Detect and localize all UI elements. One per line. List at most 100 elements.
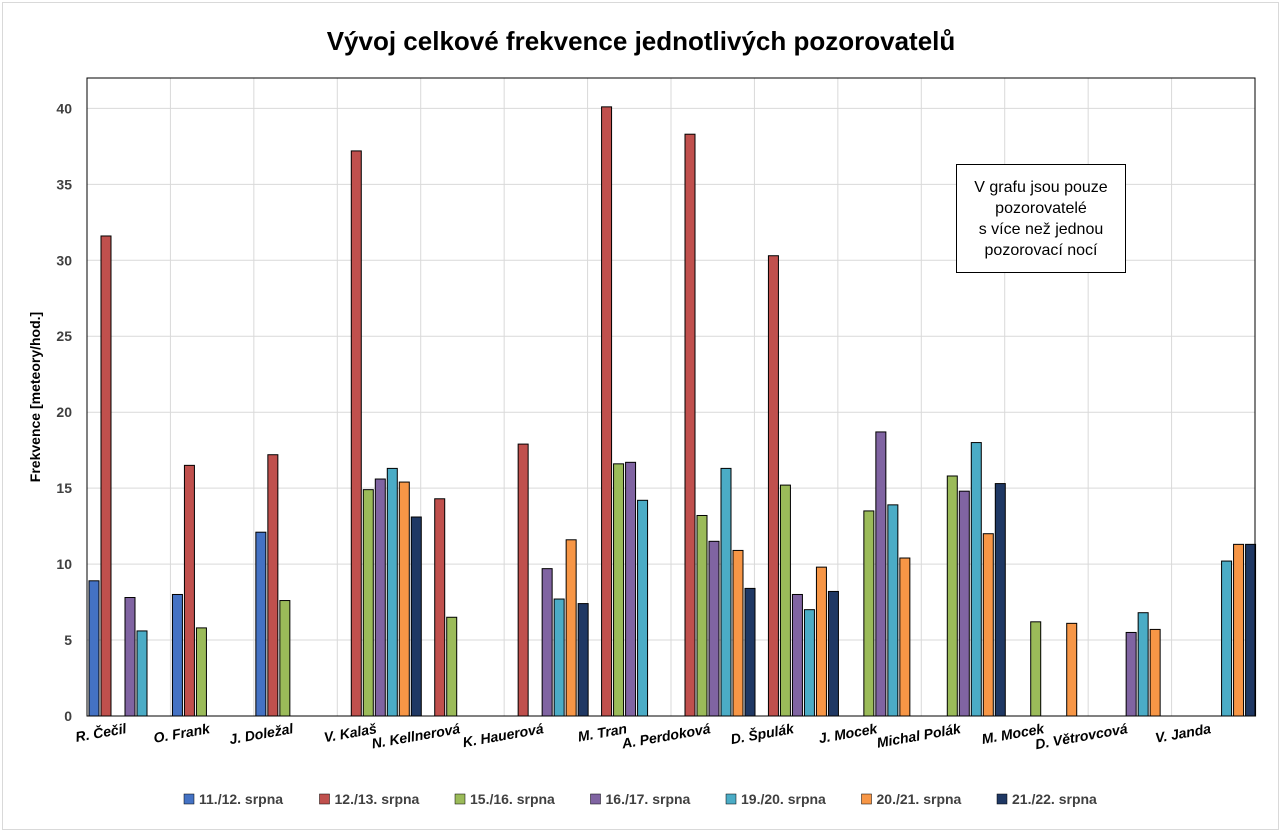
plot-area-border <box>86 77 1256 717</box>
bar <box>1125 631 1137 717</box>
legend-swatch <box>725 793 737 805</box>
y-tick-label: 30 <box>56 252 72 268</box>
bar <box>88 580 100 717</box>
legend-label: 19./20. srpna <box>741 791 826 807</box>
bar <box>958 490 970 717</box>
x-category-label: M. Tran <box>577 720 629 744</box>
note-box: V grafu jsou pouze pozorovatelé s více n… <box>956 164 1126 273</box>
x-category-label: N. Kellnerová <box>370 720 461 751</box>
y-tick-label: 5 <box>64 632 72 648</box>
bar <box>255 531 267 717</box>
bar <box>1149 628 1161 717</box>
bar <box>386 467 398 717</box>
bar <box>362 489 374 717</box>
bar <box>791 593 803 717</box>
bar <box>696 514 708 717</box>
y-axis-ticks: 0 5 10 15 20 25 30 35 40 <box>56 100 72 724</box>
bar <box>195 627 207 717</box>
bar <box>767 255 779 717</box>
bar <box>601 106 613 717</box>
bar <box>1221 560 1233 717</box>
x-category-label: V. Janda <box>1154 720 1212 746</box>
bar <box>637 499 649 717</box>
x-category-label: K. Hauerová <box>461 720 544 750</box>
bar <box>565 539 577 717</box>
y-tick-label: 20 <box>56 404 72 420</box>
bar <box>1066 622 1078 717</box>
bar <box>970 442 982 717</box>
bar <box>410 516 422 717</box>
note-text: V grafu jsou pouze pozorovatelé s více n… <box>974 178 1108 259</box>
y-tick-label: 0 <box>64 708 72 724</box>
bar <box>100 235 112 717</box>
bar <box>946 475 958 717</box>
y-tick-label: 40 <box>56 100 72 116</box>
bar <box>732 549 744 717</box>
bar <box>171 593 183 717</box>
bar <box>541 568 553 717</box>
bar <box>517 443 529 717</box>
bar <box>1245 543 1257 717</box>
bar <box>124 597 136 717</box>
x-category-label: A. Perdoková <box>620 720 712 752</box>
legend-label: 21./22. srpna <box>1012 791 1097 807</box>
bar <box>899 557 911 717</box>
bar <box>863 510 875 717</box>
bar <box>398 481 410 717</box>
bar <box>183 464 195 717</box>
grid <box>87 78 1255 717</box>
bar <box>982 533 994 717</box>
y-tick-label: 25 <box>56 328 72 344</box>
bar <box>875 431 887 717</box>
legend-swatch <box>183 793 195 805</box>
chart-title: Vývoj celkové frekvence jednotlivých poz… <box>327 26 956 56</box>
x-category-label: J. Doležal <box>228 720 295 747</box>
x-category-label: Michal Polák <box>876 720 963 751</box>
bar <box>625 461 637 717</box>
y-axis-label: Frekvence [meteory/hod.] <box>27 312 43 482</box>
x-category-label: D. Špulák <box>729 719 796 747</box>
bar <box>279 600 291 717</box>
bar <box>1233 543 1245 717</box>
bar <box>994 483 1006 717</box>
legend-label: 11./12. srpna <box>199 791 283 807</box>
y-tick-label: 35 <box>56 176 72 192</box>
bars <box>88 106 1257 717</box>
x-category-label: V. Kalaš <box>323 720 378 745</box>
x-category-label: O. Frank <box>152 720 212 746</box>
bar <box>446 616 458 717</box>
bar <box>553 598 565 717</box>
bar <box>267 454 279 717</box>
bar <box>815 566 827 717</box>
x-category-label: J. Mocek <box>817 720 879 746</box>
bar <box>779 484 791 717</box>
bar <box>803 609 815 717</box>
bar <box>577 603 589 717</box>
bar <box>744 587 756 717</box>
bar <box>136 630 148 717</box>
legend-swatch <box>590 793 601 805</box>
bar <box>1137 612 1149 717</box>
y-tick-label: 10 <box>56 556 72 572</box>
legend-label: 20./21. srpna <box>877 791 962 807</box>
bar <box>708 540 720 717</box>
legend-swatch <box>861 793 872 805</box>
bar <box>1030 621 1042 717</box>
bar <box>434 498 446 717</box>
legend-swatch <box>454 793 466 805</box>
bar <box>613 463 625 717</box>
bar <box>350 150 362 717</box>
legend-label: 12./13. srpna <box>335 791 420 807</box>
legend-swatch <box>319 793 330 805</box>
bar <box>374 478 386 717</box>
legend-swatch <box>996 793 1008 805</box>
legend-label: 16./17. srpna <box>606 791 691 807</box>
legend: 11./12. srpna 12./13. srpna 15./16. srpna 1… <box>183 791 1097 807</box>
legend-label: 15./16. srpna <box>470 791 555 807</box>
bar <box>720 467 732 717</box>
y-tick-label: 15 <box>56 480 72 496</box>
bar <box>827 590 839 717</box>
bar <box>684 133 696 717</box>
